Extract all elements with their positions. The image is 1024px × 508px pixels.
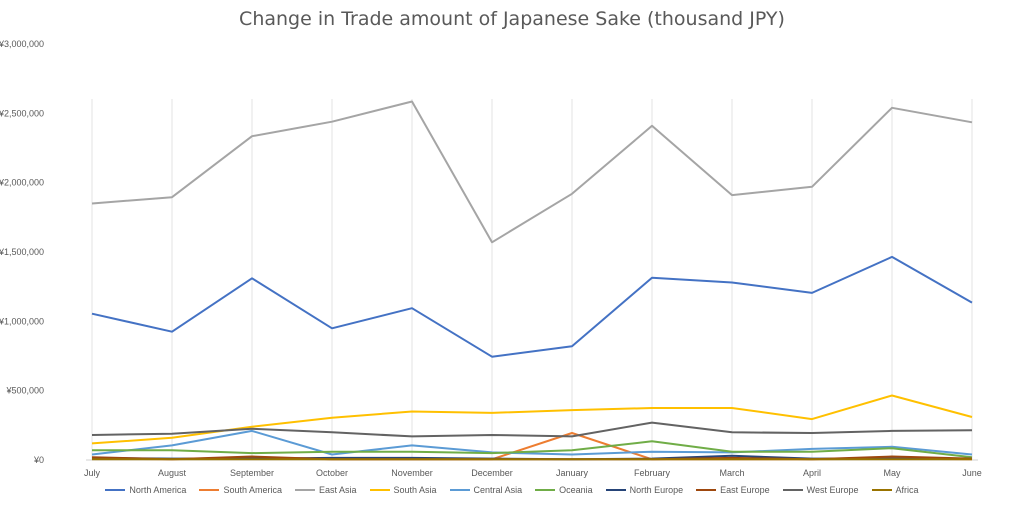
series-line-south-asia <box>91 394 973 445</box>
x-tick-label: April <box>803 468 821 478</box>
legend-swatch <box>535 489 556 491</box>
series-line-east-asia <box>91 100 973 244</box>
x-tick-label: August <box>158 468 187 478</box>
legend-item: West Europe <box>782 485 859 495</box>
legend-item: Oceania <box>535 485 593 495</box>
series-line-oceania <box>92 440 973 459</box>
legend-label: Central Asia <box>473 485 523 495</box>
legend-label: North America <box>129 485 187 495</box>
y-tick-label: ¥3,000,000 <box>0 39 44 49</box>
series-line-west-europe <box>91 421 973 438</box>
y-tick-label: ¥1,500,000 <box>0 247 44 257</box>
legend-item: East Europe <box>696 485 770 495</box>
x-tick-label: March <box>719 468 744 478</box>
x-tick-label: January <box>556 468 589 478</box>
x-tick-label: May <box>883 468 901 478</box>
y-tick-label: ¥1,000,000 <box>0 316 44 326</box>
x-tick-label: July <box>84 468 101 478</box>
x-tick-label: December <box>471 468 513 478</box>
y-tick-label: ¥2,500,000 <box>0 108 44 118</box>
legend-item: North Europe <box>605 485 684 495</box>
chart-title: Change in Trade amount of Japanese Sake … <box>239 8 785 30</box>
legend-swatch <box>782 489 803 491</box>
legend-swatch <box>696 489 717 491</box>
legend-swatch <box>369 489 390 491</box>
legend-label: Africa <box>895 485 919 495</box>
y-tick-label: ¥2,000,000 <box>0 178 44 188</box>
legend-label: North Europe <box>629 485 684 495</box>
series-line-central-asia <box>91 429 973 456</box>
x-tick-label: September <box>230 468 274 478</box>
legend-label: South America <box>223 485 282 495</box>
y-tick-label: ¥500,000 <box>5 386 44 396</box>
legend-item: East Asia <box>294 485 357 495</box>
legend-swatch <box>605 489 626 491</box>
grid-layer <box>91 99 973 460</box>
x-tick-label: October <box>316 468 348 478</box>
legend-item: Africa <box>871 485 919 495</box>
x-tick-label: November <box>391 468 433 478</box>
y-tick-label: ¥0 <box>33 455 44 465</box>
legend-label: Oceania <box>559 485 593 495</box>
legend-swatch <box>449 489 470 491</box>
legend-item: South Asia <box>369 485 437 495</box>
legend: North America South America East Asia South… <box>0 485 1024 495</box>
legend-label: West Europe <box>806 485 859 495</box>
legend-swatch <box>105 489 126 491</box>
legend-item: South America <box>199 485 282 495</box>
legend-swatch <box>294 489 315 491</box>
x-tick-label: June <box>962 468 982 478</box>
legend-label: South Asia <box>393 485 437 495</box>
legend-item: Central Asia <box>449 485 523 495</box>
series-line-north-america <box>91 255 973 358</box>
legend-label: East Asia <box>318 485 357 495</box>
legend-swatch <box>871 489 892 491</box>
x-tick-label: February <box>634 468 671 478</box>
legend-item: North America <box>105 485 186 495</box>
series-layer <box>91 100 973 461</box>
legend-label: East Europe <box>720 485 770 495</box>
legend-swatch <box>199 489 220 491</box>
